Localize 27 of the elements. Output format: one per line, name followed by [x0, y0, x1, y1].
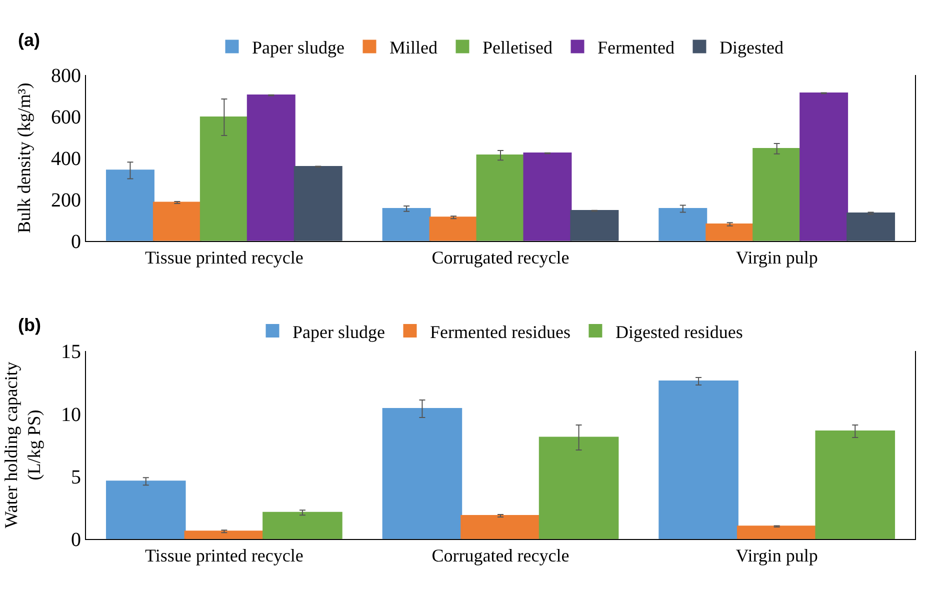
y-tick-label: 0	[71, 230, 81, 253]
legend-label: Pelletised	[482, 38, 552, 58]
y-tick-label: 800	[51, 65, 81, 88]
x-tick-label: Corrugated recycle	[432, 247, 570, 268]
y-tick-label: 10	[61, 404, 81, 426]
y-tick-label: 0	[71, 528, 81, 551]
chart-title: (a)	[18, 30, 40, 50]
x-tick-label: Tissue printed recycle	[145, 545, 304, 566]
legend-label: Milled	[389, 38, 438, 58]
x-tick-label: Tissue printed recycle	[145, 247, 304, 268]
y-tick-label: 600	[51, 106, 81, 129]
y-tick-label: 15	[61, 341, 81, 364]
x-tick-label: Virgin pulp	[736, 545, 818, 566]
legend-label: Paper sludge	[252, 38, 344, 58]
x-tick-label: Virgin pulp	[736, 247, 818, 268]
y-axis-title: Bulk density (kg/m³)	[14, 82, 34, 234]
y-axis-title: Water holding capacity (L/kg PS)	[0, 362, 44, 528]
y-tick-label: 5	[71, 466, 81, 488]
chart-title: (b)	[18, 315, 41, 335]
x-tick-label: Corrugated recycle	[432, 545, 570, 566]
legend-label: Fermented	[597, 38, 674, 58]
legend-label: Digested	[719, 38, 784, 58]
y-tick-label: 200	[51, 189, 81, 212]
y-tick-label: 400	[51, 148, 81, 170]
legend-label: Paper sludge	[292, 322, 385, 342]
legend-label: Digested residues	[615, 322, 743, 342]
legend-label: Fermented residues	[430, 322, 570, 342]
